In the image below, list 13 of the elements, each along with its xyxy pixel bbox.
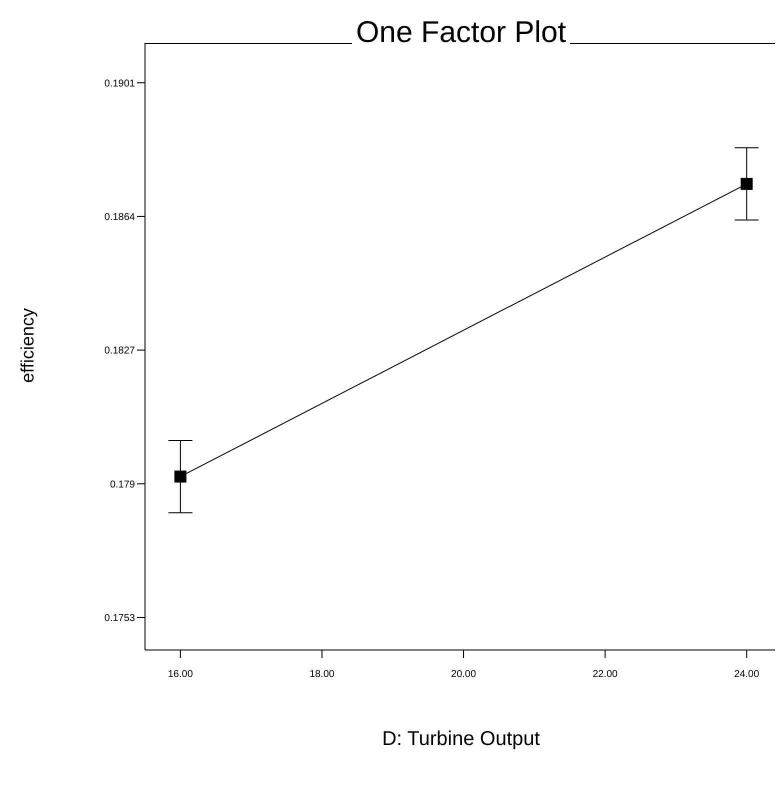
- x-axis-title: D: Turbine Output: [381, 728, 541, 751]
- y-tick-label: 0.1864: [104, 212, 136, 223]
- y-tick-label: 0.1827: [104, 346, 136, 357]
- y-tick-label: 0.179: [110, 479, 136, 490]
- y-tick-label: 0.1753: [104, 613, 136, 624]
- x-tick-label: 20.00: [451, 669, 476, 680]
- chart-title: One Factor Plot: [352, 16, 570, 49]
- y-axis-title: efficiency: [18, 306, 38, 384]
- x-tick-label: 22.00: [592, 669, 618, 680]
- x-tick-label: 24.00: [734, 669, 760, 680]
- y-tick-label: 0.1901: [104, 78, 136, 90]
- x-tick-label: 16.00: [168, 669, 194, 680]
- x-tick-label: 18.00: [309, 669, 335, 680]
